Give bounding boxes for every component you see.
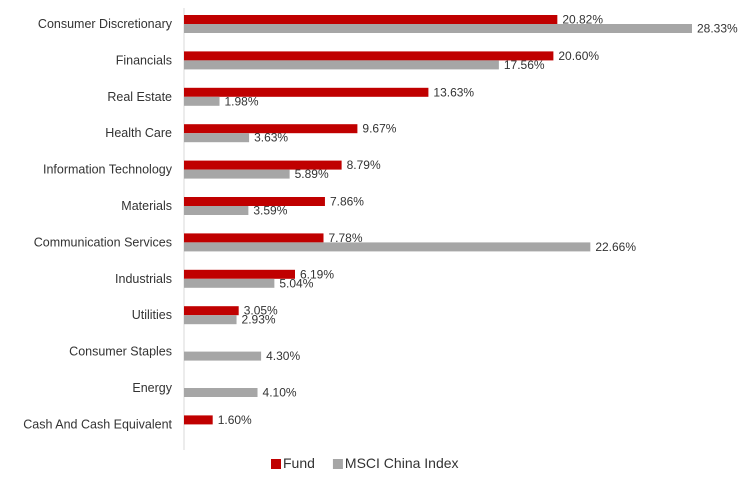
fund-value-label: 7.86% bbox=[330, 195, 364, 209]
fund-bar bbox=[184, 306, 239, 316]
category-label: Utilities bbox=[132, 308, 172, 322]
index-value-label: 4.10% bbox=[263, 386, 297, 400]
category-label: Consumer Discretionary bbox=[38, 17, 173, 31]
index-bar bbox=[184, 388, 258, 397]
legend-label-index: MSCI China Index bbox=[345, 455, 459, 471]
category-label: Health Care bbox=[105, 126, 172, 140]
index-bar bbox=[184, 315, 237, 325]
index-bar bbox=[184, 169, 290, 179]
index-value-label: 3.59% bbox=[253, 204, 287, 218]
chart-legend: Fund MSCI China Index bbox=[271, 455, 459, 471]
category-label: Cash And Cash Equivalent bbox=[23, 417, 172, 431]
fund-value-label: 20.60% bbox=[558, 49, 599, 63]
fund-bar bbox=[184, 160, 342, 170]
category-label: Real Estate bbox=[107, 90, 172, 104]
fund-bar bbox=[184, 51, 554, 61]
index-bar bbox=[184, 96, 220, 106]
fund-value-label: 3.05% bbox=[244, 304, 278, 318]
category-label: Materials bbox=[121, 199, 172, 213]
fund-bar bbox=[184, 415, 213, 425]
fund-bar bbox=[184, 197, 325, 206]
category-label: Industrials bbox=[115, 272, 172, 286]
fund-value-label: 9.67% bbox=[362, 122, 396, 136]
fund-bar bbox=[184, 269, 295, 279]
fund-bar bbox=[184, 15, 558, 24]
fund-value-label: 13.63% bbox=[433, 85, 474, 99]
legend-swatch-index bbox=[332, 459, 343, 469]
index-bar bbox=[184, 351, 262, 361]
index-bar bbox=[184, 133, 250, 143]
fund-value-label: 6.19% bbox=[300, 267, 334, 281]
fund-value-label: 8.79% bbox=[347, 158, 381, 172]
category-label: Consumer Staples bbox=[69, 345, 172, 359]
category-label: Communication Services bbox=[34, 235, 172, 249]
index-bar bbox=[184, 60, 499, 70]
index-value-label: 2.93% bbox=[242, 313, 276, 327]
legend-swatch-fund bbox=[271, 459, 281, 469]
category-label: Information Technology bbox=[43, 163, 173, 177]
index-bar bbox=[184, 206, 249, 215]
fund-bar bbox=[184, 233, 324, 243]
index-value-label: 5.04% bbox=[279, 276, 313, 290]
fund-value-label: 1.60% bbox=[218, 413, 252, 427]
index-value-label: 5.89% bbox=[295, 167, 329, 181]
fund-bar bbox=[184, 124, 358, 134]
index-bar bbox=[184, 242, 591, 252]
index-value-label: 22.66% bbox=[595, 240, 636, 254]
index-value-label: 1.98% bbox=[225, 94, 259, 108]
index-value-label: 4.30% bbox=[266, 349, 300, 363]
index-bar bbox=[184, 278, 275, 288]
category-label: Energy bbox=[132, 381, 172, 395]
legend-label-fund: Fund bbox=[283, 455, 315, 471]
index-value-label: 17.56% bbox=[504, 58, 545, 72]
index-bar bbox=[184, 24, 692, 33]
fund-value-label: 7.78% bbox=[329, 231, 363, 245]
index-value-label: 3.63% bbox=[254, 131, 288, 145]
index-value-label: 28.33% bbox=[697, 22, 738, 36]
fund-value-label: 20.82% bbox=[562, 13, 603, 27]
category-label: Financials bbox=[116, 53, 172, 67]
fund-bar bbox=[184, 87, 429, 97]
